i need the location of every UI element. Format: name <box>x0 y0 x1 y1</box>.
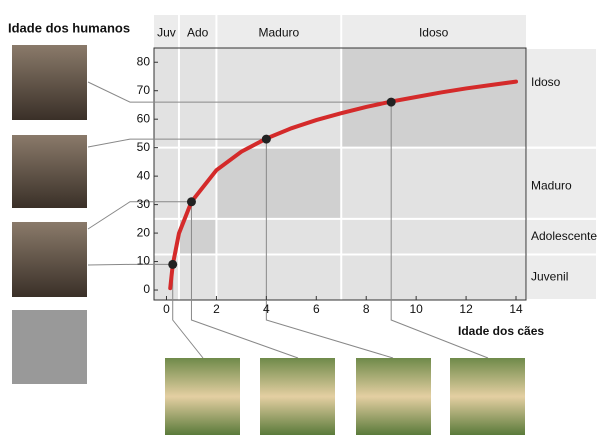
dog-photo <box>356 358 431 435</box>
y-tick-label: 60 <box>137 111 151 125</box>
human-photo <box>12 222 87 297</box>
human-stage-label: Maduro <box>531 178 572 192</box>
guide-line <box>190 201 299 359</box>
x-tick-label: 12 <box>459 302 473 316</box>
plot-frame <box>153 47 527 301</box>
human-stage-band <box>525 47 598 149</box>
x-tick-label: 6 <box>313 302 320 316</box>
y-tick-label: 40 <box>137 168 151 182</box>
dog-stage-label: Juv <box>157 26 176 40</box>
dog-photo <box>260 358 335 435</box>
human-stage-label: Juvenil <box>531 269 568 283</box>
age-point <box>386 97 396 107</box>
stage-cell <box>341 48 526 148</box>
age-curve <box>168 79 519 291</box>
dog-stage-band <box>178 15 217 48</box>
human-stage-label: Idoso <box>531 75 561 89</box>
dog-stage-label: Idoso <box>419 26 449 40</box>
y-tick-label: 70 <box>137 83 151 97</box>
y-tick-label: 80 <box>137 54 151 68</box>
guide-line <box>265 139 394 359</box>
guide-line <box>87 81 392 103</box>
guide-line <box>390 102 489 359</box>
human-photo <box>12 45 87 120</box>
y-tick-label: 50 <box>137 140 151 154</box>
y-tick-label: 30 <box>137 197 151 211</box>
dog-photo <box>165 358 240 435</box>
human-stage-band <box>525 146 598 220</box>
stage-cell <box>178 218 217 255</box>
age-point <box>261 134 271 144</box>
human-stage-label: Adolescente <box>531 229 597 243</box>
x-tick-label: 10 <box>409 302 423 316</box>
guide-line <box>87 201 192 230</box>
x-tick-label: 0 <box>163 302 170 316</box>
chart-title: Idade dos humanos <box>8 20 130 35</box>
dog-stage-band <box>216 15 342 48</box>
dog-stage-label: Ado <box>187 26 209 40</box>
x-axis-label: Idade dos cães <box>458 324 544 338</box>
y-tick-label: 0 <box>143 282 150 296</box>
human-photo <box>12 310 87 384</box>
age-point <box>186 197 196 207</box>
dog-stage-band <box>154 15 179 48</box>
dog-stage-band <box>341 15 526 48</box>
stage-cell <box>216 147 342 219</box>
x-tick-label: 14 <box>509 302 523 316</box>
human-photo <box>12 135 87 208</box>
guide-line <box>87 263 173 266</box>
dog-photo <box>450 358 525 435</box>
age-point <box>168 259 178 269</box>
x-tick-label: 4 <box>263 302 270 316</box>
y-tick-label: 20 <box>137 225 151 239</box>
x-tick-label: 2 <box>213 302 220 316</box>
y-tick-label: 10 <box>137 254 151 268</box>
human-stage-band <box>154 254 526 300</box>
guide-line <box>87 138 267 148</box>
dog-stage-label: Maduro <box>258 26 299 40</box>
x-tick-label: 8 <box>363 302 370 316</box>
